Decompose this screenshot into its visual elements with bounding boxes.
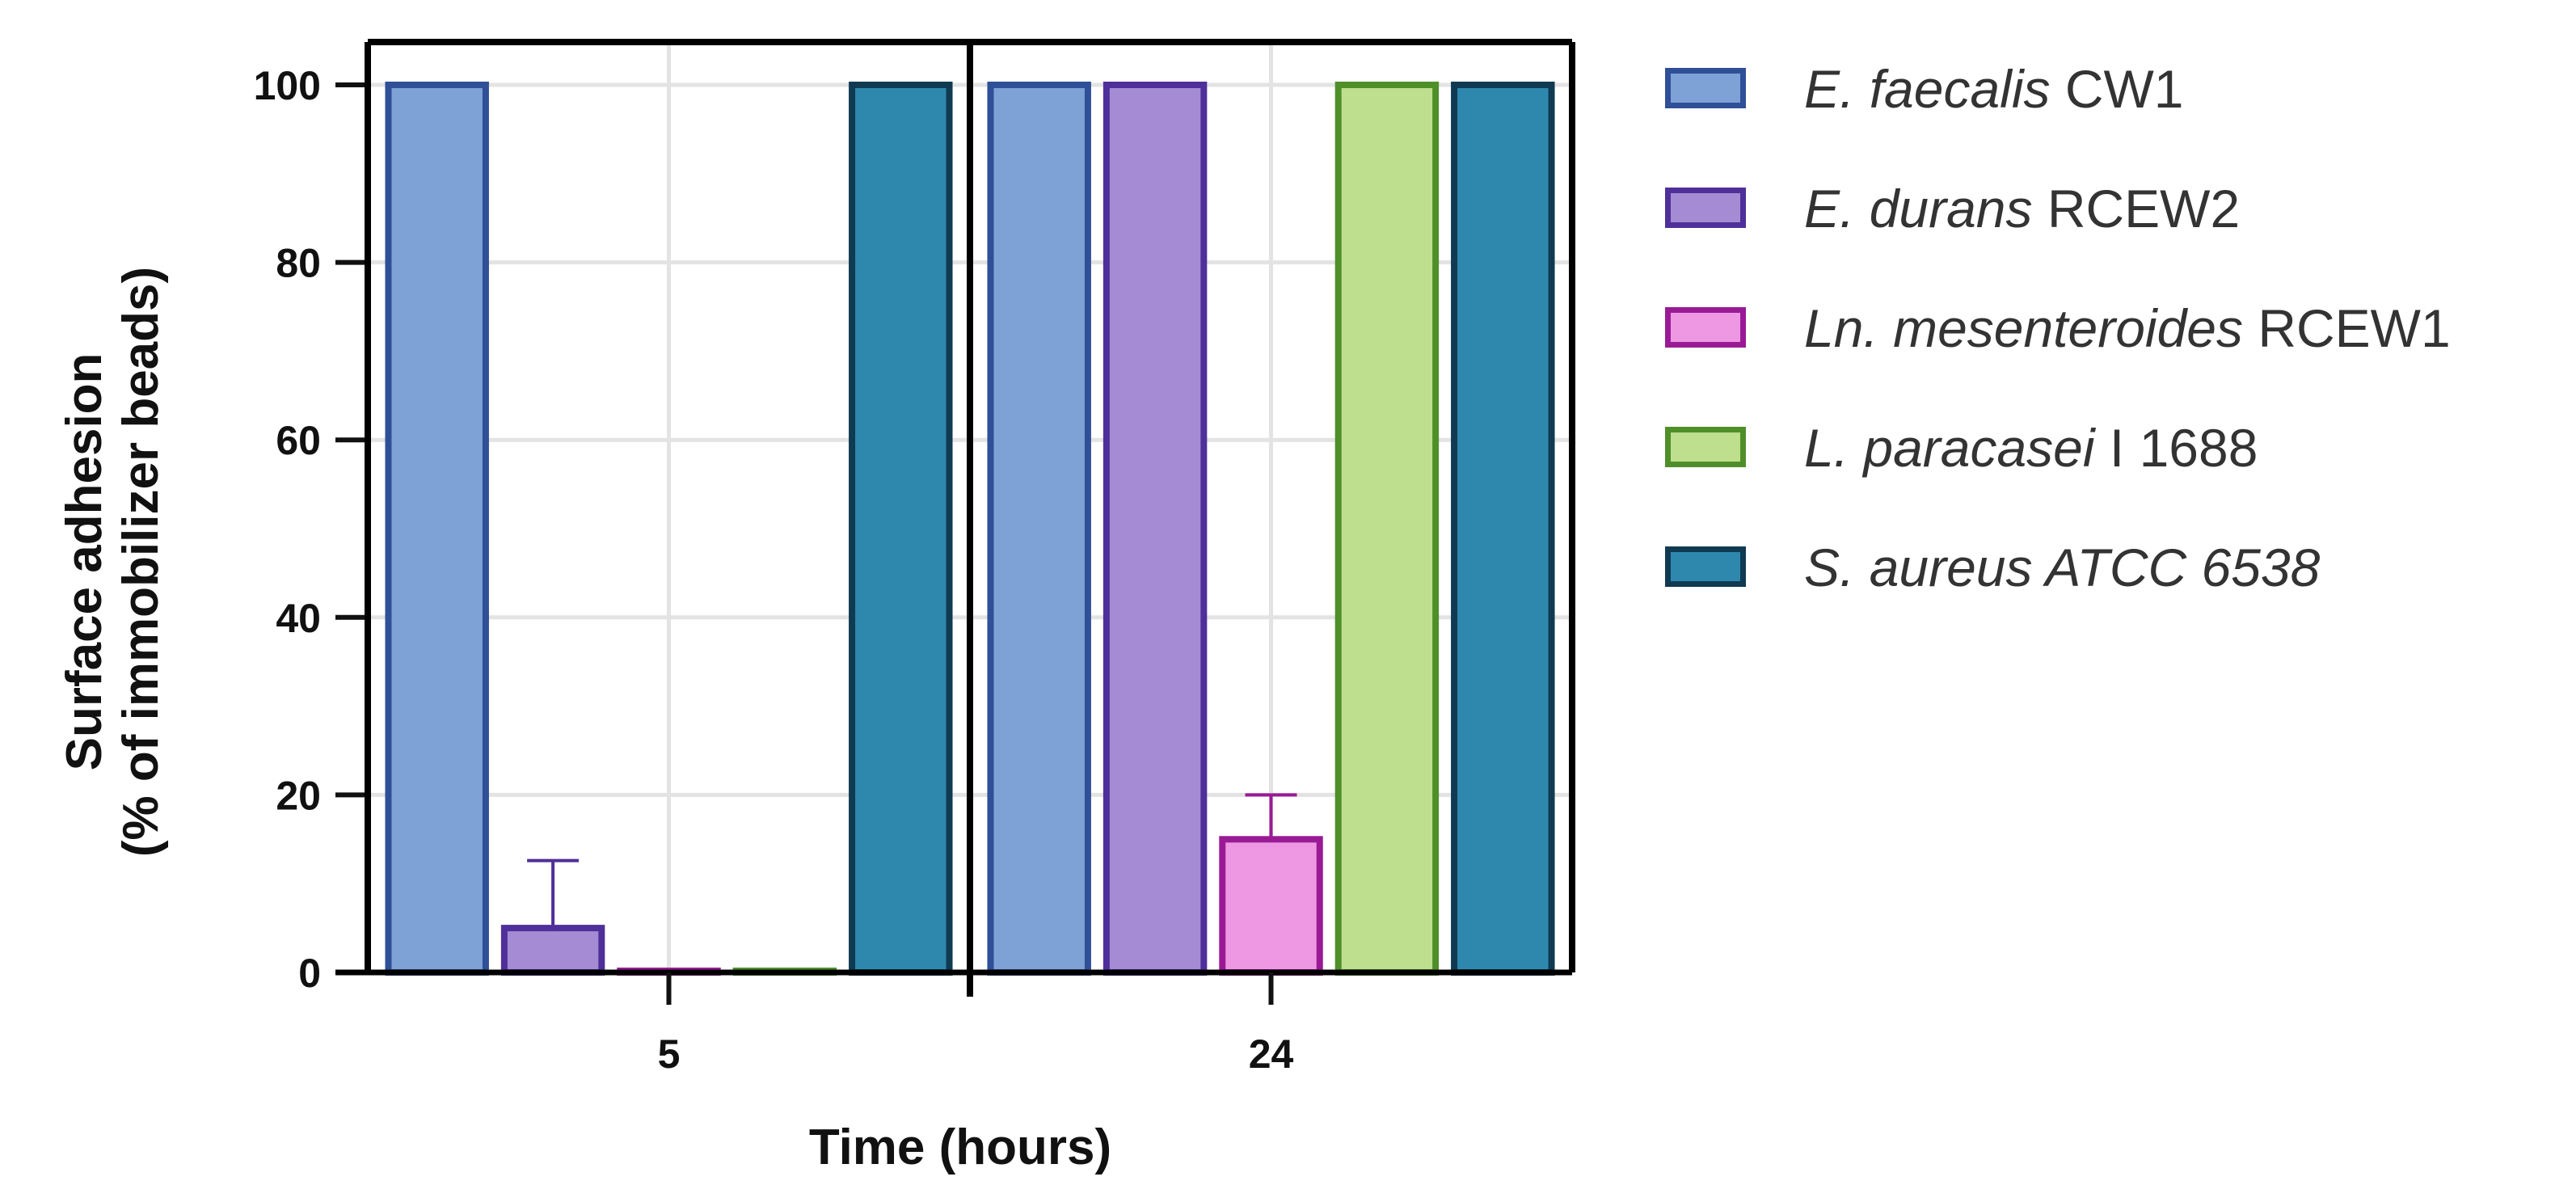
y-tick-label: 80 [276,241,321,286]
y-axis-title: Surface adhesion (% of immobilizer beads… [57,267,169,857]
y-tick-label: 40 [276,596,321,641]
bar [849,82,953,976]
legend-swatch [1665,427,1746,467]
legend-label: L. paracasei I 1688 [1804,417,2258,479]
legend-label-italic: Ln. mesenteroides [1804,298,2243,358]
legend-label-italic: L. paracasei [1804,418,2095,478]
bar [1451,82,1555,976]
legend-label-plain: CW1 [2050,59,2184,119]
y-axis-title-line-1: Surface adhesion [57,353,112,771]
legend-label-italic: E. faecalis [1804,59,2051,119]
legend-label: E. faecalis CW1 [1804,58,2183,120]
legend-swatch [1665,307,1746,348]
legend-label-plain: I 1688 [2094,418,2258,478]
legend-label-plain: RCEW1 [2243,298,2451,358]
legend-label-italic: S. aureus ATCC 6538 [1804,538,2321,597]
bar [385,82,489,976]
legend-label: E. durans RCEW2 [1804,178,2240,239]
y-tick-label: 100 [254,63,321,108]
y-tick-label: 20 [276,773,321,818]
legend-label-italic: E. durans [1804,179,2033,238]
bar [500,925,605,976]
y-tick-label: 60 [276,418,321,463]
legend-label-plain: RCEW2 [2032,179,2241,238]
legend-swatch [1665,68,1746,108]
tick-labels: 0 20 40 60 80 100 5 24 [254,63,1294,1077]
y-tick-label: 0 [298,951,321,996]
bar [1219,836,1323,976]
x-tick-label: 5 [658,1031,681,1077]
legend-label: S. aureus ATCC 6538 [1804,537,2320,598]
bar [987,82,1091,976]
bar [1334,82,1440,976]
y-axis-title-line-2: (% of immobilizer beads) [113,267,169,857]
x-axis-title: Time (hours) [809,1120,1111,1175]
legend-label: Ln. mesenteroides RCEW1 [1804,297,2451,359]
legend-swatch [1665,546,1746,587]
legend-swatch [1665,188,1746,228]
bar-chart: 0 20 40 60 80 100 5 24 Time (hours) Surface adh… [57,39,1575,1175]
axes [335,39,1575,1005]
bar [1102,82,1208,976]
x-tick-label: 24 [1249,1031,1294,1077]
